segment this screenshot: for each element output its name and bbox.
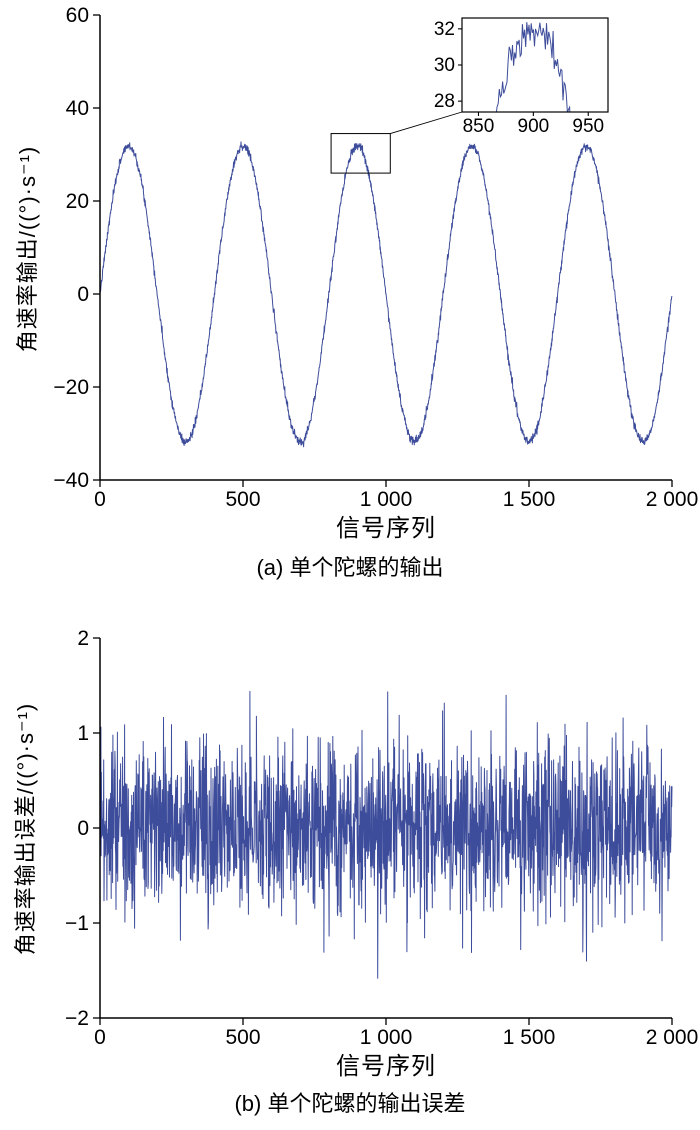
series-single-gyro-output [99,141,673,448]
inset-y-tick-label: 32 [434,19,455,40]
inset-x-tick-label: 950 [572,116,604,137]
x-axis-label-b: 信号序列 [336,1053,436,1080]
zoom-connector-line [390,111,463,135]
y-axis-label-b: 角速率输出误差/((°)·s⁻¹) [13,702,38,956]
caption-a: (a) 单个陀螺的输出 [256,555,444,580]
y-tick-label: 20 [66,190,89,213]
x-tick-label: 500 [225,1026,260,1049]
zoom-region-box [330,133,391,174]
y-tick-label: 0 [77,283,89,306]
x-tick-label: 2 000 [646,488,699,511]
y-tick-label: 1 [77,722,89,745]
y-axis-label-a: 角速率输出/((°)·s⁻¹) [15,145,40,353]
x-tick-label: 0 [94,1026,106,1049]
chart-b-plot: 0 500 1 000 1 500 2 000 −2 −1 0 1 2 [65,627,699,1049]
y-tick-label: 40 [66,97,89,120]
inset-y-tick-label: 30 [434,55,455,76]
y-tick-label: −40 [53,469,89,492]
caption-b: (b) 单个陀螺的输出误差 [234,1091,466,1116]
inset-series [495,22,574,112]
y-tick-label: 0 [77,817,89,840]
inset-x-tick-label: 850 [463,116,495,137]
x-tick-label: 1 000 [360,488,413,511]
series-single-gyro-output-error [99,690,673,979]
x-tick-label: 1 500 [503,1026,556,1049]
inset-y-tick-label: 28 [434,91,455,112]
y-tick-label: −20 [53,376,89,399]
inset-x-tick-label: 900 [518,116,550,137]
x-tick-label: 1 000 [360,1026,413,1049]
x-tick-label: 2 000 [646,1026,699,1049]
y-tick-label: 60 [66,4,89,27]
y-tick-label: −1 [65,912,89,935]
y-tick-label: −2 [65,1007,89,1030]
x-tick-label: 500 [225,488,260,511]
x-tick-label: 0 [94,488,106,511]
x-tick-label: 1 500 [503,488,556,511]
y-tick-label: 2 [77,627,89,650]
x-axis-label-a: 信号序列 [336,515,436,542]
chart-a-plot: 0 500 1 000 1 500 2 000 −40 −20 0 20 40 60 850 900 95… [53,4,699,511]
